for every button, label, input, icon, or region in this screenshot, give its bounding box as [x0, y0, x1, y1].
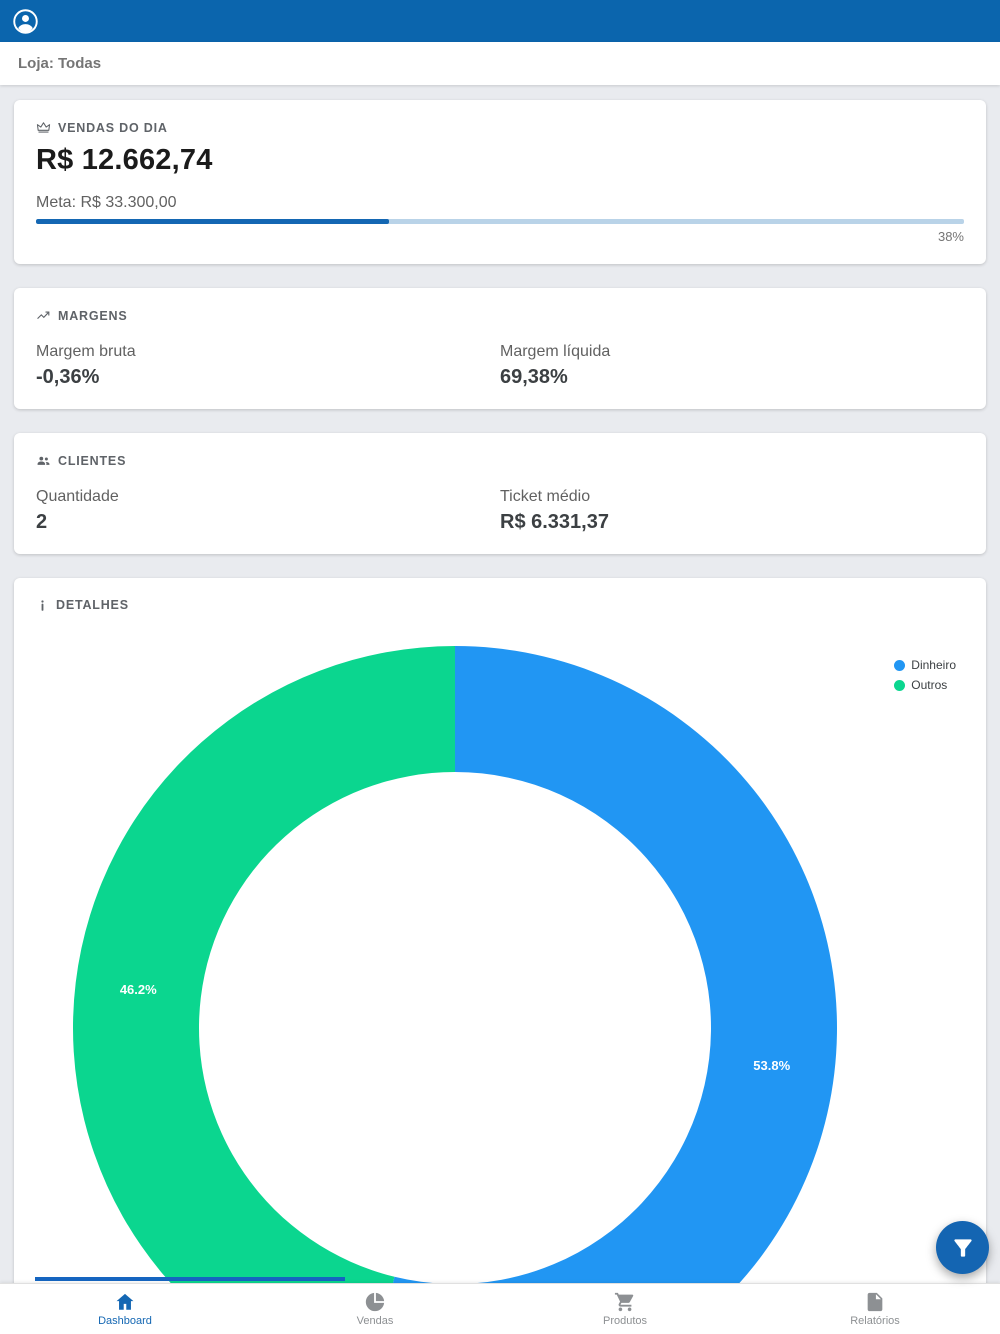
- stat-label: Ticket médio: [500, 488, 591, 505]
- card-detalhes: DETALHES Dinheiro Outros 53.8% 46.2%: [14, 578, 986, 1334]
- partial-progress-bar: [35, 1277, 345, 1281]
- card-clientes-header: CLIENTES: [36, 453, 964, 468]
- stat-label: Quantidade: [36, 488, 119, 505]
- store-selector[interactable]: Loja: Todas: [0, 42, 1000, 85]
- card-detalhes-header: DETALHES: [36, 598, 964, 612]
- card-vendas-header: VENDAS DO DIA: [36, 120, 964, 135]
- donut-slice-dinheiro[interactable]: [365, 646, 837, 1334]
- sales-goal: Meta: R$ 33.300,00: [36, 194, 177, 211]
- trending-up-icon: [37, 311, 50, 320]
- nav-item-vendas[interactable]: Vendas: [250, 1284, 500, 1334]
- card-title: MARGENS: [58, 308, 128, 323]
- card-title: CLIENTES: [58, 453, 127, 468]
- stat-label: Margem bruta: [36, 343, 136, 360]
- clientes-stats: Quantidade 2 Ticket médio R$ 6.331,37: [36, 488, 964, 534]
- card-title: DETALHES: [56, 598, 129, 612]
- filter-fab[interactable]: [936, 1221, 989, 1274]
- stat-margem-liquida: Margem líquida 69,38%: [500, 343, 964, 389]
- payment-donut-chart: 53.8% 46.2%: [73, 646, 837, 1334]
- pie-chart-icon: [365, 1292, 385, 1312]
- stat-value: R$ 6.331,37: [500, 511, 609, 533]
- legend-dot: [894, 659, 906, 671]
- nav-label: Vendas: [356, 1315, 394, 1327]
- nav-label: Relatórios: [850, 1315, 900, 1327]
- top-app-bar: [0, 0, 1000, 42]
- stat-ticket-medio: Ticket médio R$ 6.331,37: [500, 488, 964, 534]
- bottom-navigation: Dashboard Vendas Produtos Relatórios: [0, 1283, 1000, 1334]
- card-title: VENDAS DO DIA: [58, 120, 168, 135]
- card-vendas-do-dia: VENDAS DO DIA R$ 12.662,74 Meta: R$ 33.3…: [14, 100, 986, 264]
- home-icon: [116, 1293, 134, 1310]
- sales-progress-fill: [36, 219, 389, 224]
- stat-value: -0,36%: [36, 366, 100, 388]
- legend-label: Outros: [911, 678, 948, 692]
- account-button[interactable]: [10, 6, 40, 36]
- nav-item-relatorios[interactable]: Relatórios: [750, 1284, 1000, 1334]
- chart-legend: Dinheiro Outros: [894, 658, 956, 692]
- stat-margem-bruta: Margem bruta -0,36%: [36, 343, 500, 389]
- account-circle-icon: [12, 8, 38, 34]
- slice-value-label: 46.2%: [120, 982, 157, 997]
- legend-item-dinheiro[interactable]: Dinheiro: [894, 658, 956, 672]
- margens-stats: Margem bruta -0,36% Margem líquida 69,38…: [36, 343, 964, 389]
- people-icon: [37, 456, 50, 465]
- report-icon: [867, 1292, 883, 1312]
- nav-item-dashboard[interactable]: Dashboard: [0, 1284, 250, 1334]
- stat-quantidade: Quantidade 2: [36, 488, 500, 534]
- card-margens: MARGENS Margem bruta -0,36% Margem líqui…: [14, 288, 986, 409]
- filter-icon: [953, 1238, 972, 1257]
- slice-value-label: 53.8%: [753, 1058, 790, 1073]
- sales-progress-percent: 38%: [937, 229, 964, 244]
- stat-label: Margem líquida: [500, 343, 611, 360]
- crown-icon: [36, 122, 51, 133]
- info-icon: [41, 599, 44, 611]
- main-content: VENDAS DO DIA R$ 12.662,74 Meta: R$ 33.3…: [0, 85, 1000, 1334]
- store-label: Loja: Todas: [18, 55, 102, 72]
- legend-label: Dinheiro: [911, 658, 956, 672]
- stat-value: 2: [36, 511, 48, 533]
- sales-amount: R$ 12.662,74: [36, 144, 213, 176]
- legend-dot: [894, 679, 906, 691]
- card-margens-header: MARGENS: [36, 308, 964, 323]
- sales-progress-track: [36, 219, 964, 224]
- legend-item-outros[interactable]: Outros: [894, 678, 956, 692]
- nav-label: Dashboard: [98, 1315, 152, 1327]
- cart-icon: [614, 1292, 634, 1312]
- nav-item-produtos[interactable]: Produtos: [500, 1284, 750, 1334]
- donut-slice-outros[interactable]: [73, 646, 455, 1334]
- stat-value: 69,38%: [500, 366, 568, 388]
- card-clientes: CLIENTES Quantidade 2 Ticket médio R$ 6.…: [14, 433, 986, 554]
- nav-label: Produtos: [602, 1315, 648, 1327]
